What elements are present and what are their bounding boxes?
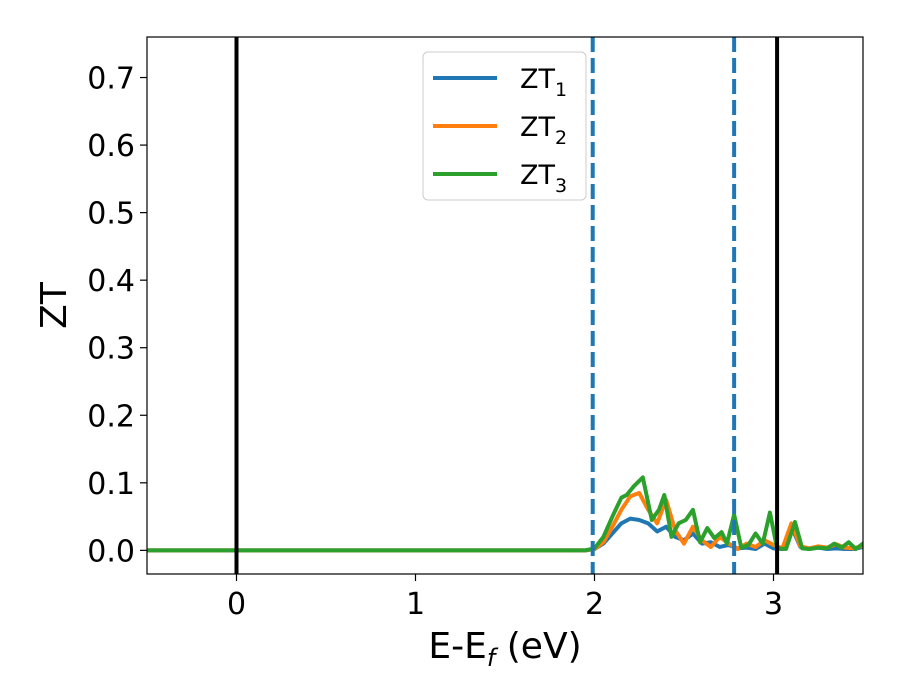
legend-label-zt3: ZT3 <box>520 160 567 197</box>
axes-frame <box>146 36 864 575</box>
y-tick-label: 0.6 <box>87 129 135 164</box>
x-axis-title-base: E-E <box>428 626 486 667</box>
legend-box <box>422 51 587 201</box>
x-axis-title-suffix: (eV) <box>495 626 581 667</box>
legend: ZT1 ZT2 ZT3 <box>422 51 587 201</box>
legend-label-zt2: ZT2 <box>520 112 567 149</box>
series-line-zt3 <box>147 475 863 553</box>
y-tick-label: 0.4 <box>87 264 135 299</box>
x-axis-title: E-Ef (eV) <box>428 626 581 672</box>
series-line-zt2 <box>147 490 863 553</box>
y-tick-label: 0.5 <box>87 197 135 232</box>
y-tick-label: 0.7 <box>87 62 135 97</box>
x-tick-label: 1 <box>406 587 425 622</box>
plot-area <box>147 37 863 574</box>
x-tick-label: 3 <box>764 587 783 622</box>
x-tick-label: 2 <box>585 587 604 622</box>
y-tick-label: 0.1 <box>87 467 135 502</box>
y-axis: 0.0 0.1 0.2 0.3 0.4 0.5 0.6 0.7 <box>87 62 147 569</box>
legend-label-zt1: ZT1 <box>520 64 567 101</box>
y-tick-label: 0.0 <box>87 534 135 569</box>
x-tick-label: 0 <box>227 587 246 622</box>
y-tick-label: 0.2 <box>87 399 135 434</box>
x-axis: 0 1 2 3 <box>227 574 783 622</box>
y-tick-label: 0.3 <box>87 332 135 367</box>
y-axis-title: ZT <box>34 281 75 329</box>
